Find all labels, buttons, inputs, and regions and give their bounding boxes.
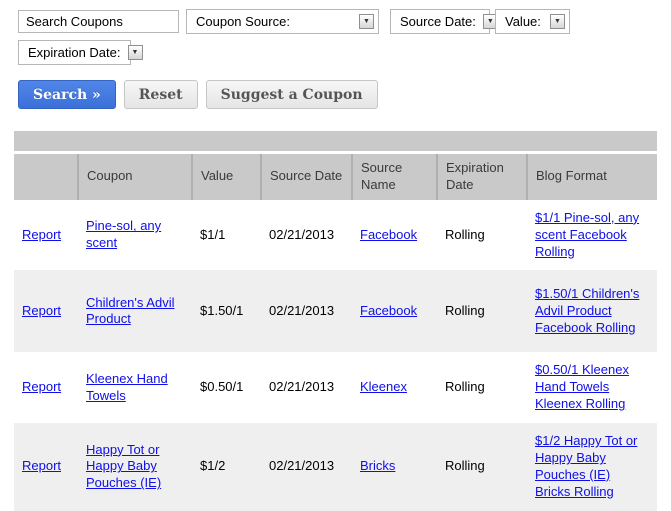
header-expiration-date: Expiration Date bbox=[436, 154, 527, 200]
blog-format-link[interactable]: $1/1 Pine-sol, any scent Facebook Rollin… bbox=[535, 209, 640, 259]
header-source-date: Source Date bbox=[260, 154, 352, 200]
expiration-cell: Rolling bbox=[445, 379, 485, 395]
source-date-cell: 02/21/2013 bbox=[269, 303, 335, 318]
coupon-source-label: Coupon Source: bbox=[196, 14, 290, 29]
filter-bar-row-1: Coupon Source: ▼ Source Date: ▼ Value: ▼ bbox=[18, 9, 671, 34]
report-link[interactable]: Report bbox=[22, 226, 62, 242]
coupon-link[interactable]: Kleenex Hand Towels bbox=[86, 370, 168, 403]
source-date-cell: 02/21/2013 bbox=[269, 379, 335, 395]
table-toolbar bbox=[14, 131, 657, 151]
report-link[interactable]: Report bbox=[22, 303, 62, 318]
header-blog-format: Blog Format bbox=[526, 154, 657, 200]
header-coupon: Coupon bbox=[77, 154, 192, 200]
source-name-link[interactable]: Kleenex bbox=[360, 379, 407, 395]
value-cell: $1/1 bbox=[200, 226, 226, 242]
suggest-coupon-button[interactable]: Suggest a Coupon bbox=[205, 80, 378, 109]
chevron-down-icon: ▼ bbox=[550, 14, 565, 29]
blog-format-link[interactable]: $1/2 Happy Tot or Happy Baby Pouches (IE… bbox=[535, 433, 638, 499]
coupon-source-select[interactable]: Coupon Source: ▼ bbox=[186, 9, 379, 34]
expiration-date-select[interactable]: Expiration Date: ▼ bbox=[18, 40, 143, 65]
reset-button[interactable]: Reset bbox=[123, 80, 198, 109]
source-date-select[interactable]: Source Date: ▼ bbox=[390, 9, 498, 34]
blog-format-link[interactable]: $0.50/1 Kleenex Hand Towels Kleenex Roll… bbox=[535, 362, 629, 412]
blog-format-link[interactable]: $1.50/1 Children's Advil Product Faceboo… bbox=[535, 286, 640, 335]
report-link[interactable]: Report bbox=[22, 379, 62, 395]
table-row: Report Kleenex Hand Towels $0.50/1 02/21… bbox=[14, 352, 657, 424]
report-link[interactable]: Report bbox=[22, 458, 62, 474]
source-date-cell: 02/21/2013 bbox=[269, 226, 335, 242]
coupon-link[interactable]: Happy Tot or Happy Baby Pouches (IE) bbox=[86, 441, 162, 491]
value-select[interactable]: Value: ▼ bbox=[495, 9, 570, 34]
results-table-container: Coupon Value Source Date Source Name Exp… bbox=[14, 131, 657, 511]
source-name-link[interactable]: Facebook bbox=[360, 303, 418, 318]
coupon-database-page: Coupon Source: ▼ Source Date: ▼ Value: ▼… bbox=[0, 9, 671, 511]
header-report bbox=[14, 154, 78, 200]
chevron-down-icon: ▼ bbox=[127, 45, 143, 60]
expiration-date-label: Expiration Date: bbox=[28, 45, 121, 60]
search-input[interactable] bbox=[18, 10, 179, 33]
value-cell: $1.50/1 bbox=[200, 303, 244, 318]
expiration-cell: Rolling bbox=[445, 226, 485, 242]
header-value: Value bbox=[191, 154, 261, 200]
chevron-down-icon: ▼ bbox=[359, 14, 374, 29]
value-cell: $0.50/1 bbox=[200, 379, 244, 395]
expiration-cell: Rolling bbox=[445, 303, 485, 318]
source-date-label: Source Date: bbox=[400, 14, 476, 29]
table-row: Report Pine-sol, any scent $1/1 02/21/20… bbox=[14, 199, 657, 271]
source-name-link[interactable]: Bricks bbox=[360, 458, 396, 474]
table-row: Report Children's Advil Product $1.50/1 … bbox=[14, 270, 657, 353]
source-name-link[interactable]: Facebook bbox=[360, 226, 418, 242]
coupon-link[interactable]: Children's Advil Product bbox=[86, 294, 175, 327]
coupons-table: Coupon Value Source Date Source Name Exp… bbox=[14, 154, 657, 511]
search-button[interactable]: Search » bbox=[18, 80, 116, 109]
coupon-link[interactable]: Pine-sol, any scent bbox=[86, 218, 162, 251]
table-header-row: Coupon Value Source Date Source Name Exp… bbox=[14, 154, 657, 200]
action-button-bar: Search » Reset Suggest a Coupon bbox=[18, 80, 671, 109]
header-source-name: Source Name bbox=[351, 154, 437, 200]
value-label: Value: bbox=[505, 14, 541, 29]
filter-bar-row-2: Expiration Date: ▼ bbox=[18, 40, 671, 65]
